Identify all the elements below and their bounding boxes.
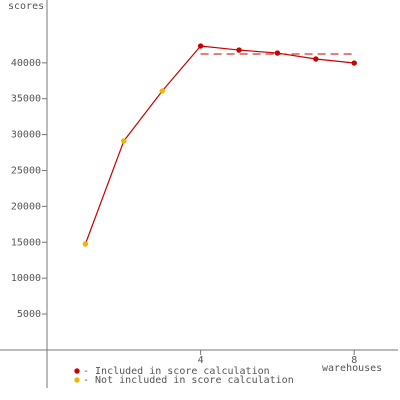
- y-tick-label: 25000: [11, 165, 41, 176]
- point: [236, 47, 242, 53]
- x-tick-label: 4: [198, 355, 204, 366]
- y-tick-label: 40000: [11, 58, 41, 69]
- legend-label: - Not included in score calculation: [83, 375, 294, 386]
- point: [274, 50, 281, 56]
- point: [82, 241, 89, 247]
- point: [159, 88, 165, 94]
- y-tick-label: 35000: [11, 94, 41, 105]
- y-tick-label: 5000: [17, 309, 41, 320]
- point: [197, 43, 204, 49]
- legend-marker: [74, 368, 80, 374]
- x-axis-label: warehouses: [322, 363, 382, 374]
- y-tick-label: 20000: [11, 201, 41, 212]
- legend-label: - Included in score calculation: [83, 366, 270, 377]
- y-tick-label: 10000: [11, 273, 41, 284]
- y-axis-label: scores: [8, 1, 44, 12]
- x-tick-label: 8: [351, 355, 357, 366]
- y-tick-label: 15000: [11, 237, 41, 248]
- point: [313, 56, 319, 62]
- point: [351, 60, 357, 66]
- legend-marker: [74, 377, 80, 383]
- point: [121, 138, 127, 144]
- y-tick-label: 30000: [11, 130, 41, 141]
- score-line-path: [84, 45, 355, 245]
